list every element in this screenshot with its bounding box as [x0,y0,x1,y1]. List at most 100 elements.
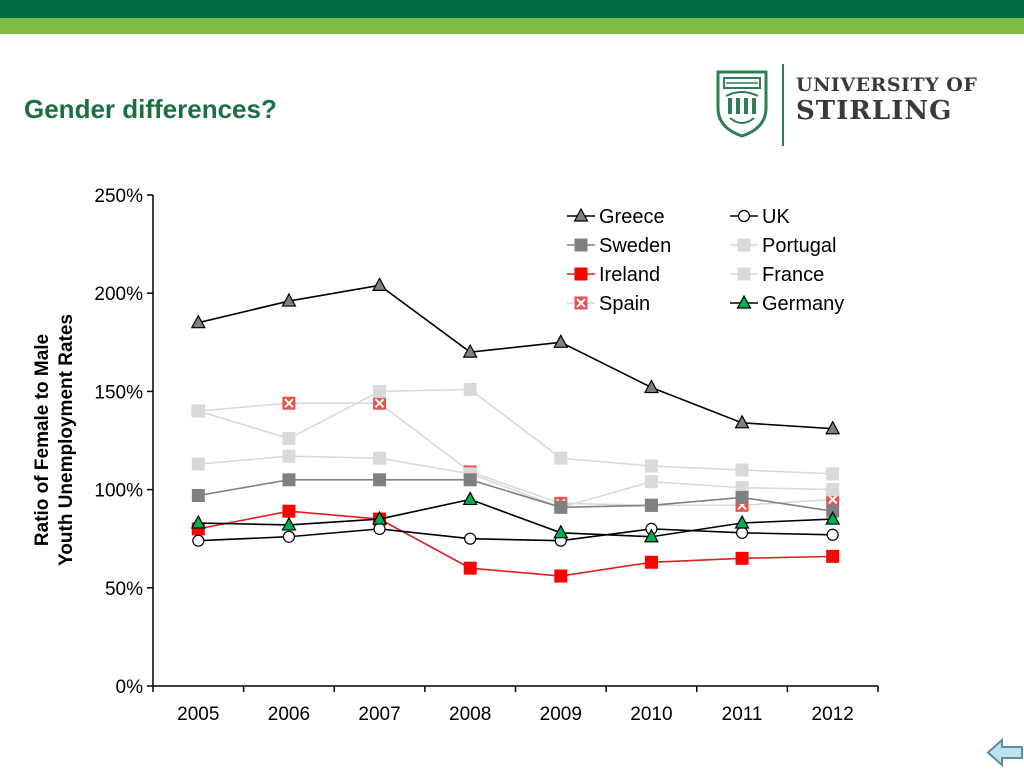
legend-label-uk: UK [762,206,790,228]
y-tick-label: 100% [94,481,143,502]
y-tick-label: 150% [94,382,143,403]
data-point-greece [281,292,297,307]
data-point-ireland [826,549,840,563]
series-sweden [191,473,840,518]
x-tick-label: 2005 [177,704,219,725]
data-point-sweden [554,500,568,514]
chart-axes: 0% 50% 100% 150% 200% 250% 2005 2006 2007 2008 200… [94,186,879,725]
x-tick-label: 2009 [540,704,582,725]
legend-marker-spain [574,296,588,310]
y-tick-label: 200% [94,284,143,305]
data-point-portugal [735,463,749,477]
data-point-portugal [191,404,205,418]
x-tick-label: 2011 [722,704,763,725]
series-line-greece [198,284,833,430]
series-greece [190,277,841,435]
data-point-portugal [282,432,296,446]
data-point-germany [372,510,388,525]
legend-marker-sweden [574,238,588,252]
data-point-greece [734,414,750,429]
x-tick-label: 2006 [268,704,310,725]
legend-label-portugal: Portugal [762,235,837,257]
university-crest-icon [716,70,768,138]
header-band-light [0,18,1024,34]
y-axis-label: Ratio of Female to Male Youth Unemploymen… [32,314,77,566]
legend-item-spain: Spain [567,293,650,315]
data-point-greece [190,314,206,329]
legend-marker-uk [737,209,751,223]
data-point-greece [462,343,478,358]
data-point-germany [734,514,750,529]
data-point-sweden [191,488,205,502]
data-point-germany [281,516,297,531]
legend-item-ireland: Ireland [567,264,660,286]
data-point-sweden [373,473,387,487]
y-tick-label: 0% [116,677,144,698]
x-tick-label: 2010 [630,704,672,725]
university-logo: UNIVERSITY OF STIRLING [714,62,978,148]
x-tick-label: 2007 [358,704,400,725]
logo-text-bottom: STIRLING [796,96,953,126]
data-point-spain [282,396,296,410]
legend-item-germany: Germany [730,293,844,315]
data-point-sweden [735,490,749,504]
legend-item-greece: Greece [567,206,665,228]
data-point-france [191,457,205,471]
data-point-france [373,451,387,465]
data-point-portugal [373,384,387,398]
legend-item-uk: UK [730,206,790,228]
data-point-germany [643,528,659,543]
data-point-ireland [463,561,477,575]
data-point-sweden [463,473,477,487]
x-tick-label: 2012 [812,704,854,725]
data-point-uk [826,528,839,541]
series-line-france [198,455,833,509]
data-point-uk [735,526,749,539]
legend-marker-ireland [574,267,588,281]
data-point-uk [373,522,386,535]
legend-label-greece: Greece [599,206,665,228]
header-band-dark [0,0,1024,18]
series-line-ireland [198,510,833,577]
series-germany [190,491,841,543]
data-point-germany [190,514,206,529]
data-point-uk [282,530,296,543]
data-point-greece [825,420,841,435]
series-line-sweden [198,478,833,512]
data-point-spain [826,492,840,506]
series-france [191,449,840,514]
data-point-spain [373,396,387,410]
data-point-greece [643,379,659,394]
chart-legend: Greece Sweden Ireland Spain UK Portugal France… [567,206,844,315]
series-portugal [191,382,840,481]
data-point-portugal [644,459,658,473]
logo-divider [782,64,784,146]
legend-label-ireland: Ireland [599,264,660,286]
slide-title: Gender differences? [24,94,277,124]
legend-marker-portugal [737,238,751,252]
data-point-portugal [826,467,840,481]
data-point-portugal [463,382,477,396]
data-point-sweden [644,498,658,512]
data-point-uk [464,532,477,545]
legend-marker-greece [573,207,589,222]
data-point-uk [192,534,205,547]
legend-label-sweden: Sweden [599,235,671,257]
legend-item-france: France [730,264,824,286]
data-point-france [282,449,296,463]
legend-label-germany: Germany [762,293,844,315]
logo-text-top: UNIVERSITY OF [796,74,978,96]
legend-marker-france [737,267,751,281]
x-tick-label: 2008 [449,704,491,725]
data-point-germany [553,524,569,539]
series-uk [192,522,839,547]
legend-label-france: France [762,264,824,286]
series-line-portugal [198,388,833,475]
legend-item-sweden: Sweden [567,235,671,257]
back-button[interactable] [986,737,1024,768]
chart-series [190,277,841,583]
data-point-france [644,475,658,489]
legend-item-portugal: Portugal [730,235,837,257]
data-point-france [826,483,840,497]
